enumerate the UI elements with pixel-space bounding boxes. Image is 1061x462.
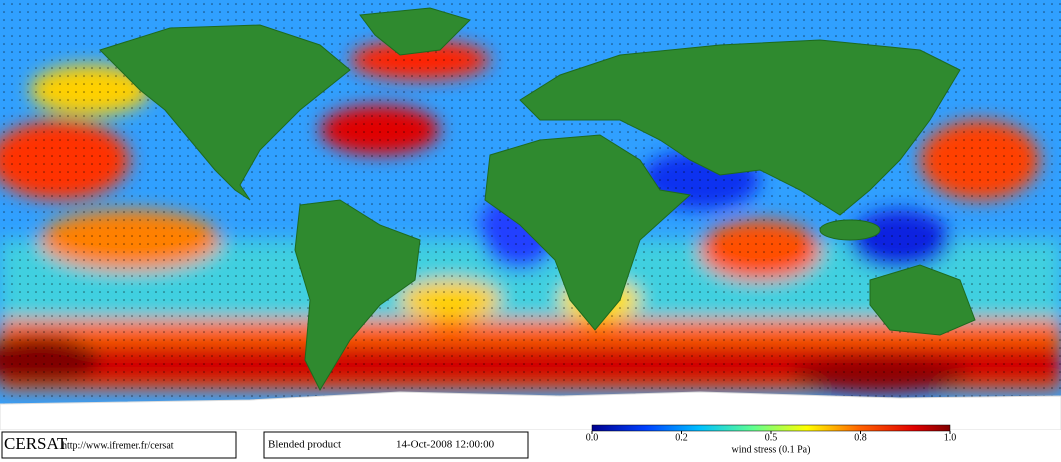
land: [0, 7, 1061, 431]
product-name: Blended product: [268, 439, 341, 451]
date: 14-Oct-2008 12:00:00: [396, 439, 495, 451]
colorbar-tick-label: 1.0: [944, 432, 957, 443]
colorbar: [591, 424, 951, 432]
url[interactable]: http://www.ifremer.fr/cersat: [62, 440, 174, 451]
colorbar-tick-label: 0.8: [854, 432, 867, 443]
colorbar-tick-label: 0.2: [675, 432, 688, 443]
colorbar-tick-label: 0.0: [586, 432, 599, 443]
colorbar-tick-label: 0.5: [765, 432, 778, 443]
product-box: [263, 431, 529, 459]
footer: CERSAT http://www.ifremer.fr/cersat Blen…: [0, 424, 1061, 462]
logo-box: [1, 431, 237, 459]
colorbar-label: wind stress (0.1 Pa): [732, 444, 811, 455]
logo: CERSAT: [4, 434, 68, 453]
